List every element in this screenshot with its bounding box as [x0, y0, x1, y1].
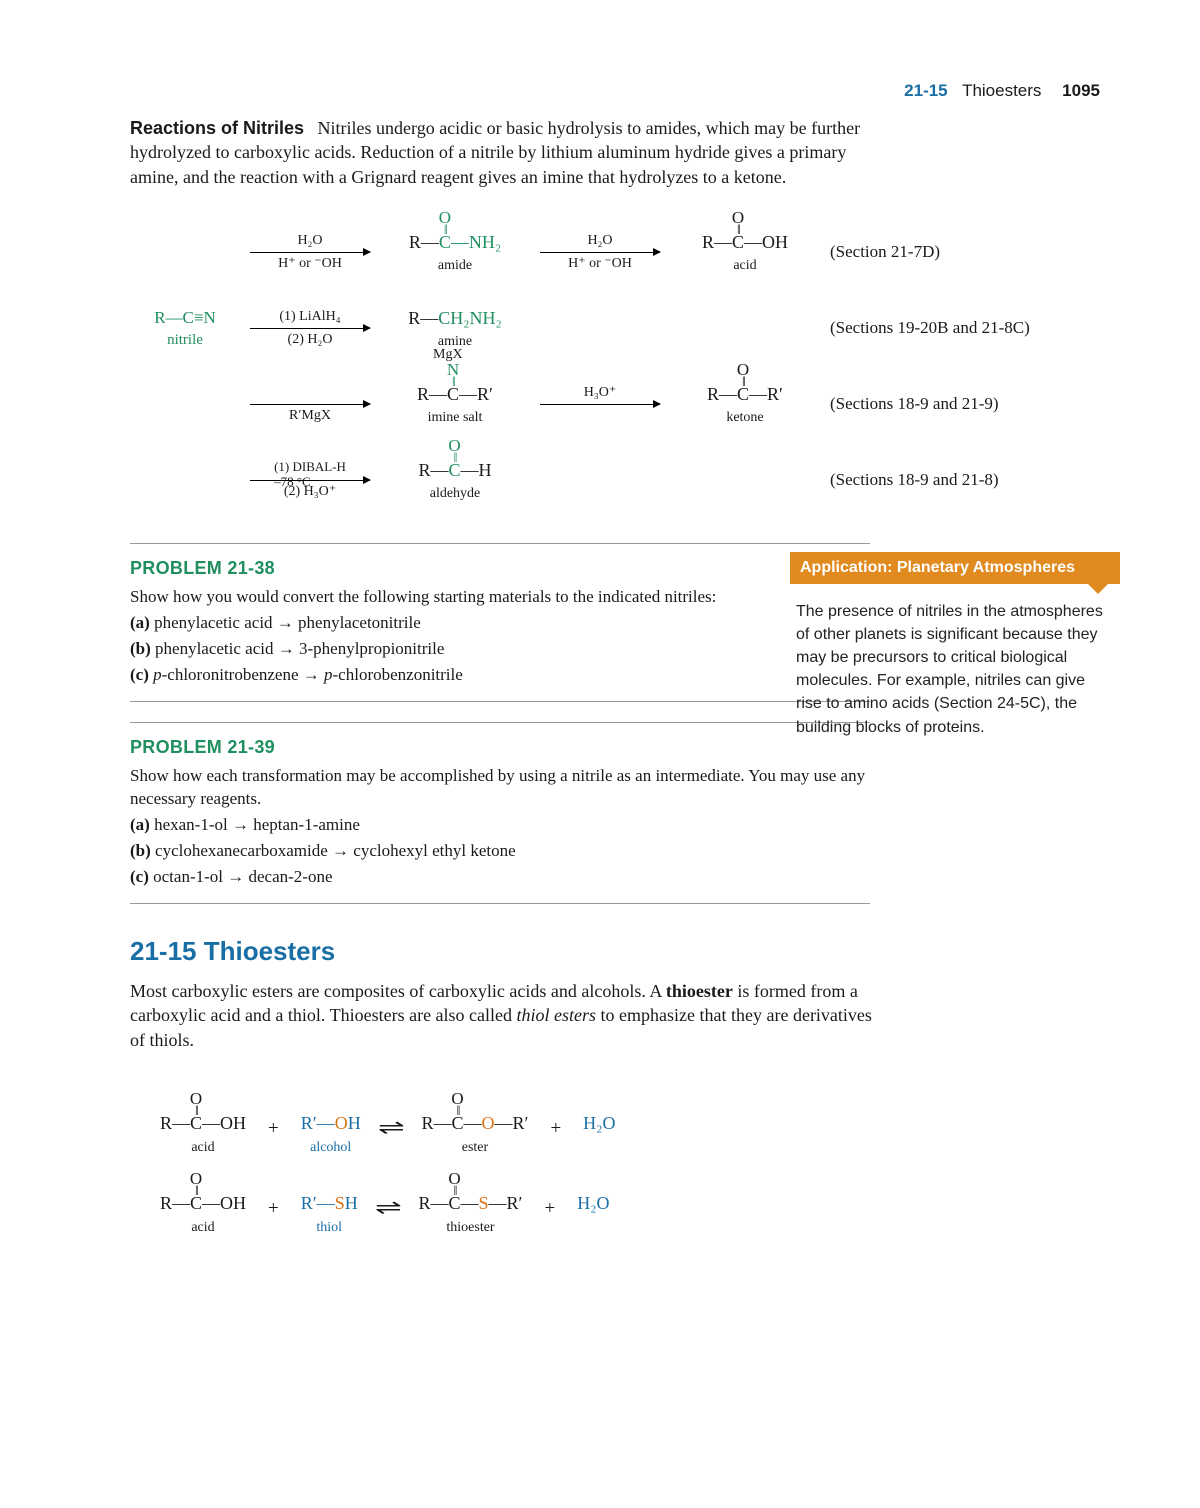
item-label: (b) — [130, 841, 151, 860]
eq-label: acid — [160, 1219, 246, 1238]
runhead-page-num: 1095 — [1062, 81, 1100, 100]
problem-title: PROBLEM 21-38 — [130, 556, 870, 580]
product-label: imine salt — [380, 409, 530, 428]
eq-label: alcohol — [301, 1139, 361, 1158]
product-label: amide — [380, 257, 530, 276]
eq-label: acid — [160, 1139, 246, 1158]
item-label: (b) — [130, 639, 151, 658]
application-text: The presence of nitriles in the atmosphe… — [790, 584, 1120, 739]
arrow-label: H⁺ or ⁻OH — [568, 255, 632, 273]
runhead-section-num: 21-15 — [904, 81, 947, 100]
section-body: Most carboxylic esters are composites of… — [130, 979, 890, 1052]
arrow-label: (1) DIBAL-H –78 °C — [274, 460, 346, 478]
problem-body: Show how you would convert the following… — [130, 586, 870, 687]
item-text: -chloronitrobenzene → — [162, 665, 324, 684]
intro-paragraph: Reactions of Nitriles Nitriles undergo a… — [130, 116, 890, 189]
formula-part: —NH₂ — [451, 232, 501, 252]
item-text: p — [324, 665, 333, 684]
item-label: (a) — [130, 613, 150, 632]
product-label: acid — [670, 257, 820, 276]
arrow-icon — [540, 252, 660, 253]
item-text: -chlorobenzonitrile — [333, 665, 463, 684]
problem-body: Show how each transformation may be acco… — [130, 765, 870, 889]
problem-prompt: Show how you would convert the following… — [130, 586, 870, 609]
item-text: cyclohexanecarboxamide → cyclohexyl ethy… — [155, 841, 516, 860]
eq-label: thiol — [301, 1219, 358, 1238]
item-label: (c) — [130, 867, 149, 886]
arrow-icon — [250, 480, 370, 481]
arrow-label: (2) H₃O⁺ — [284, 483, 336, 501]
item-text: octan-1-ol → decan-2-one — [153, 867, 332, 886]
arrow-label: H₃O⁺ — [584, 384, 617, 402]
equation-row: R—O‖C—OH acid + R′—OH alcohol ⇌ R—O‖C—O—… — [160, 1078, 1100, 1158]
item-text: p — [153, 665, 162, 684]
item-label: (a) — [130, 815, 150, 834]
section-ref: (Section 21-7D) — [830, 241, 940, 264]
item-label: (c) — [130, 665, 149, 684]
scheme-row: (1) DIBAL-H –78 °C (2) H₃O⁺ R—O‖C—H alde… — [130, 443, 1100, 519]
nitrile-formula: R—C≡N — [130, 307, 240, 330]
scheme-row: R—C≡N nitrile (1) LiAlH₄ (2) H₂O R—CH₂NH… — [130, 291, 1100, 367]
reaction-scheme: H₂O H⁺ or ⁻OH R—O‖C—NH₂ amide H₂O H⁺ or … — [130, 215, 1100, 519]
problem-box: PROBLEM 21-38 Show how you would convert… — [130, 543, 870, 702]
eq-label: ester — [421, 1139, 528, 1158]
runhead-section-name: Thioesters — [962, 81, 1041, 100]
equation-block: R—O‖C—OH acid + R′—OH alcohol ⇌ R—O‖C—O—… — [160, 1078, 1100, 1238]
item-text: phenylacetic acid → phenylacetonitrile — [154, 613, 421, 632]
page: 21-15 Thioesters 1095 Reactions of Nitri… — [0, 0, 1200, 1508]
equilibrium-icon: ⇌ — [375, 1195, 402, 1238]
item-text: hexan-1-ol → heptan-1-amine — [154, 815, 360, 834]
application-heading: Application: Planetary Atmospheres — [790, 552, 1120, 584]
problem-box: PROBLEM 21-39 Show how each transformati… — [130, 722, 870, 904]
application-box: Application: Planetary Atmospheres The p… — [790, 552, 1120, 739]
eq-water: H₂O — [577, 1191, 609, 1215]
arrow-icon — [540, 404, 660, 405]
formula-part: —OH — [744, 232, 788, 252]
arrow-icon — [250, 252, 370, 253]
section-ref: (Sections 19-20B and 21-8C) — [830, 317, 1030, 340]
section-heading: 21-15 Thioesters — [130, 934, 1100, 969]
arrow-label: H⁺ or ⁻OH — [278, 255, 342, 273]
section-ref: (Sections 18-9 and 21-9) — [830, 393, 999, 416]
para-text: thiol esters — [517, 1005, 597, 1025]
problem-title: PROBLEM 21-39 — [130, 735, 870, 759]
equation-row: R—O‖C—OH acid + R′—SH thiol ⇌ R—O‖C—S—R′… — [160, 1158, 1100, 1238]
para-text: Most carboxylic esters are composites of… — [130, 981, 666, 1001]
eq-label: thioester — [418, 1219, 522, 1238]
arrow-label: H₂O — [297, 232, 322, 250]
intro-heading: Reactions of Nitriles — [130, 118, 304, 138]
arrow-label: (2) H₂O — [288, 331, 333, 349]
scheme-row: H₂O H⁺ or ⁻OH R—O‖C—NH₂ amide H₂O H⁺ or … — [130, 215, 1100, 291]
para-text: thioester — [666, 981, 733, 1001]
product-label: aldehyde — [380, 485, 530, 504]
equilibrium-icon: ⇌ — [378, 1115, 405, 1158]
arrow-label: (1) LiAlH₄ — [279, 308, 340, 326]
scheme-row: R′MgX MgX R—N‖C—R′ imine salt H₃O⁺ R—O‖C… — [130, 367, 1100, 443]
arrow-icon — [250, 328, 370, 329]
arrow-label: R′MgX — [289, 407, 331, 425]
running-head: 21-15 Thioesters 1095 — [904, 80, 1100, 103]
formula-part: —R′ — [749, 384, 783, 404]
item-text: phenylacetic acid → 3-phenylpropionitril… — [155, 639, 444, 658]
problem-prompt: Show how each transformation may be acco… — [130, 765, 870, 811]
arrow-label: H₂O — [587, 232, 612, 250]
product-label: ketone — [670, 409, 820, 428]
section-ref: (Sections 18-9 and 21-8) — [830, 469, 999, 492]
eq-water: H₂O — [583, 1111, 615, 1135]
nitrile-label: nitrile — [130, 330, 240, 350]
arrow-icon — [250, 404, 370, 405]
